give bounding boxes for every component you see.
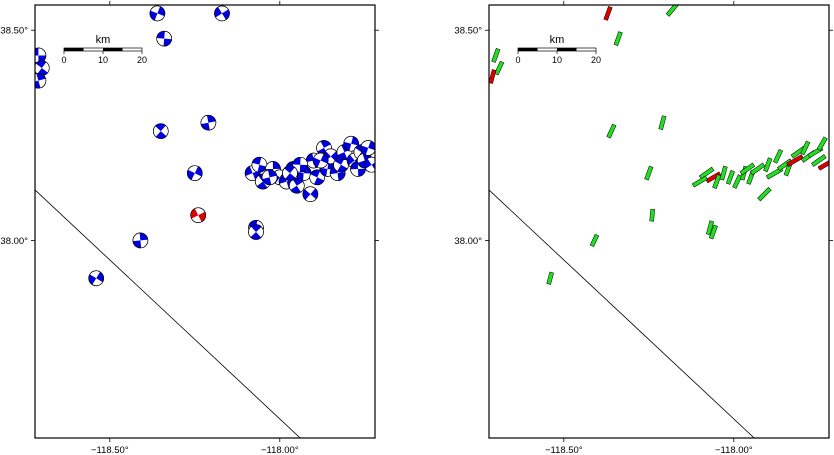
strike-bar-marker [691, 175, 708, 188]
beachball-marker [302, 186, 319, 202]
scale-bar-label: 10 [552, 55, 562, 65]
strike-bar-marker [725, 169, 735, 185]
lon-tick-label: −118.00° [261, 445, 299, 455]
strike-bar-marker [811, 154, 827, 167]
beachball-marker [200, 114, 217, 131]
scale-bar: km 0 10 20 [515, 34, 601, 65]
beachball-marker [132, 232, 149, 249]
scale-bar-label: 0 [61, 55, 66, 65]
scale-bar-title: km [550, 34, 565, 46]
scale-bar-label: 10 [98, 55, 108, 65]
lon-tick-label: −118.50° [545, 445, 583, 455]
lon-tick-label: −118.00° [715, 445, 753, 455]
scale-bar: km 0 10 20 [61, 34, 147, 65]
strike-bar-marker [644, 165, 654, 181]
beachball-marker [363, 156, 375, 173]
lat-tick-label: 38.00° [454, 236, 482, 247]
strike-bar-marker [772, 148, 784, 164]
lon-tick-label: −118.50° [91, 445, 129, 455]
strike-bar-marker [589, 233, 600, 247]
lat-tick-label: 38.50° [0, 26, 28, 37]
strike-bar-marker [757, 186, 772, 202]
beachball-marker [309, 169, 326, 186]
strike-bar-marker [739, 162, 756, 176]
strike-bar-marker [698, 166, 715, 180]
beachball-marker [214, 5, 230, 22]
strike-bar-marker [613, 31, 623, 47]
scale-bar-label: 0 [515, 55, 520, 65]
beachball-marker [156, 30, 172, 47]
strike-bar-marker [494, 60, 505, 76]
lat-tick-label: 38.50° [454, 26, 482, 37]
strike-bar-marker [603, 6, 613, 21]
map-frame [488, 4, 830, 439]
beachball-marker [282, 165, 298, 181]
beachball-marker [251, 156, 268, 173]
strike-bar-marker [665, 5, 680, 17]
strike-bar-marker [649, 208, 655, 222]
plot-area [35, 5, 375, 438]
beachball-marker [248, 224, 264, 240]
strike-bar-marker [749, 162, 766, 176]
strike-bar-marker [706, 220, 714, 236]
strike-bar-marker [546, 271, 554, 285]
beachball-marker [312, 152, 329, 169]
strike-bar-marker [489, 69, 497, 84]
strike-bar-marker [606, 123, 617, 139]
right-map: −118.50° −118.00° 38.50° 38.00° km 0 10 20 [454, 1, 833, 455]
strike-bar-marker [763, 157, 773, 173]
strike-bar-marker [817, 158, 829, 171]
beachball-marker [292, 156, 309, 173]
scale-bar-title: km [96, 34, 111, 46]
strike-bar-marker [712, 174, 722, 189]
beachball-marker [35, 72, 47, 89]
strike-bar-marker [491, 48, 501, 63]
beachball-marker [288, 177, 305, 194]
left-map: −118.50° −118.00° 38.50° 38.00° km 0 10 20 [0, 1, 379, 455]
fault-line [489, 189, 755, 438]
beachball-marker [360, 140, 375, 156]
fault-line [35, 189, 301, 438]
strike-bar-marker [732, 174, 743, 189]
beachball-marker [261, 169, 278, 186]
beachball-marker [153, 123, 169, 139]
beachball-marker [190, 207, 206, 223]
strike-bar-marker [800, 140, 811, 156]
strike-bar-marker [816, 136, 828, 151]
beachball-marker [343, 135, 360, 152]
scale-bar-label: 20 [137, 55, 147, 65]
map-frame [34, 4, 376, 439]
beachball-marker [149, 5, 166, 22]
lat-tick-label: 38.00° [0, 236, 28, 247]
beachball-marker [35, 47, 47, 64]
strike-bar-marker [708, 224, 718, 240]
strike-bar-marker [658, 115, 667, 131]
strike-bar-marker [786, 154, 804, 167]
plot-area [489, 5, 829, 438]
strike-bar-marker [719, 165, 728, 181]
beachball-marker [187, 165, 203, 181]
scale-bar-label: 20 [591, 55, 601, 65]
beachball-marker [88, 270, 104, 287]
